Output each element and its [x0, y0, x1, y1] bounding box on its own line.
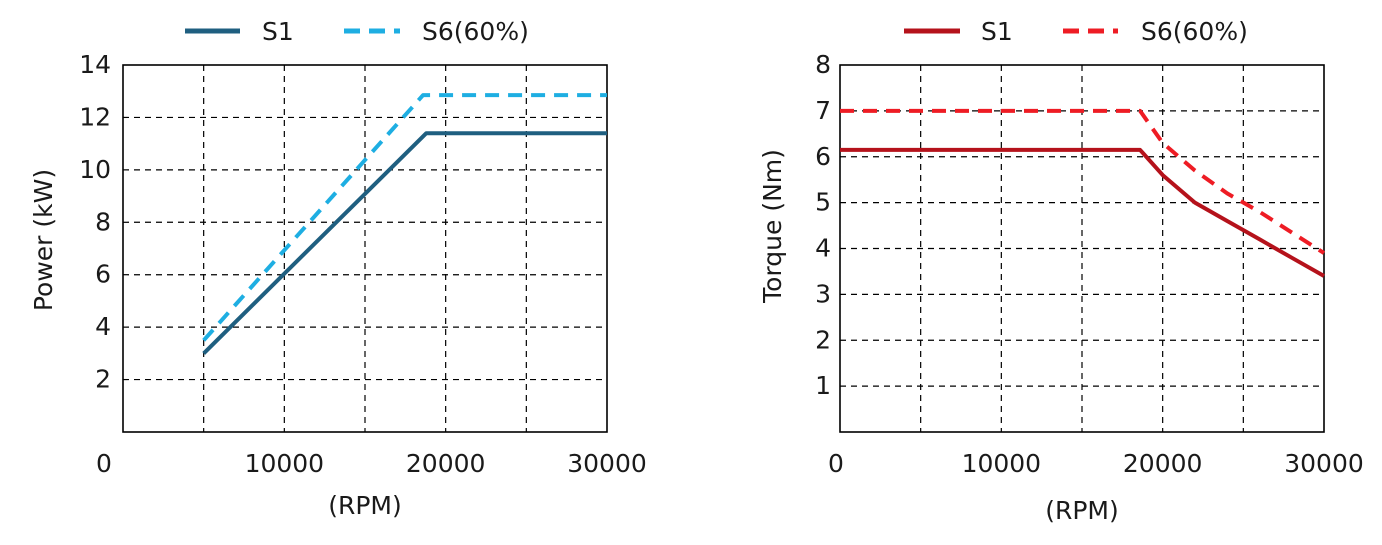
x-tick-label: 10000: [245, 449, 325, 478]
y-tick-label: 8: [95, 207, 111, 236]
y-tick-label: 3: [815, 279, 831, 308]
y-tick-label: 1: [815, 371, 831, 400]
y-tick-label: 4: [815, 234, 831, 263]
legend-label: S6(60%): [422, 17, 529, 46]
y-tick-label: 2: [815, 325, 831, 354]
y-tick-label: 10: [79, 155, 111, 184]
x-tick-label: 30000: [567, 449, 647, 478]
x-tick-label: 0: [96, 449, 112, 478]
x-tick-label: 0: [828, 449, 844, 478]
x-tick-label: 20000: [1123, 449, 1203, 478]
y-tick-label: 12: [79, 102, 111, 131]
power-chart: 2 4 6 8 10 12 14 0 10000 20000 30000 (RPM) Power (kW…: [29, 17, 647, 520]
y-tick-label: 7: [815, 96, 831, 125]
series-line-s6: [840, 108, 1326, 255]
x-tick-label: 30000: [1284, 449, 1364, 478]
series-line-s1: [840, 147, 1325, 278]
y-tick-label: 4: [95, 312, 111, 341]
x-axis-label: (RPM): [1045, 496, 1119, 525]
x-tick-label: 20000: [406, 449, 486, 478]
x-axis-label: (RPM): [328, 491, 402, 520]
legend-label: S6(60%): [1141, 17, 1248, 46]
legend-label: S1: [981, 17, 1013, 46]
y-tick-label: 8: [815, 50, 831, 79]
y-tick-label: 6: [815, 142, 831, 171]
y-tick-label: 2: [95, 365, 111, 394]
y-tick-label: 5: [815, 188, 831, 217]
y-axis-label: Power (kW): [29, 169, 58, 311]
y-tick-label: 14: [79, 50, 111, 79]
torque-chart: 1 2 3 4 5 6 7 8 0 10000 20000 30000 (RPM) Torque (Nm)…: [758, 17, 1364, 525]
series-line-s1: [202, 131, 607, 355]
legend-label: S1: [262, 17, 294, 46]
y-tick-label: 6: [95, 260, 111, 289]
y-axis-label: Torque (Nm): [758, 149, 787, 304]
x-tick-label: 10000: [962, 449, 1042, 478]
series-line-s6: [202, 93, 607, 342]
